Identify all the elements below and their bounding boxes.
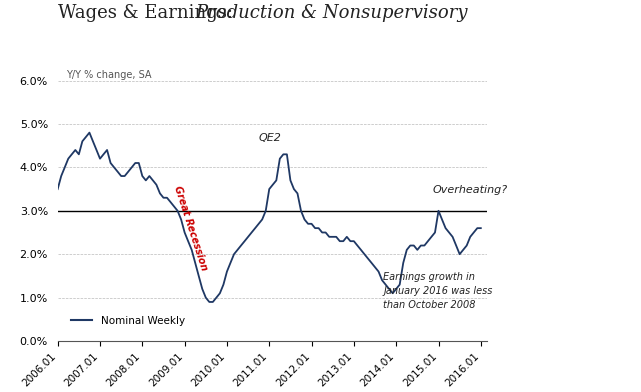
Legend: Nominal Weekly: Nominal Weekly <box>67 312 189 330</box>
Text: Earnings growth in
January 2016 was less
than October 2008: Earnings growth in January 2016 was less… <box>383 272 493 310</box>
Text: Great Recession: Great Recession <box>172 185 210 272</box>
Text: Wages & Earnings:: Wages & Earnings: <box>58 4 238 22</box>
Text: Investment: Investment <box>568 54 630 64</box>
Text: Y/Y % change, SA: Y/Y % change, SA <box>66 70 152 80</box>
Text: Overheating?: Overheating? <box>432 185 507 195</box>
Text: Alhambra: Alhambra <box>568 29 620 39</box>
Text: QE2: QE2 <box>259 133 281 143</box>
Text: Partners: Partners <box>568 78 615 88</box>
Text: Production & Nonsupervisory: Production & Nonsupervisory <box>196 4 468 22</box>
Polygon shape <box>502 19 560 98</box>
